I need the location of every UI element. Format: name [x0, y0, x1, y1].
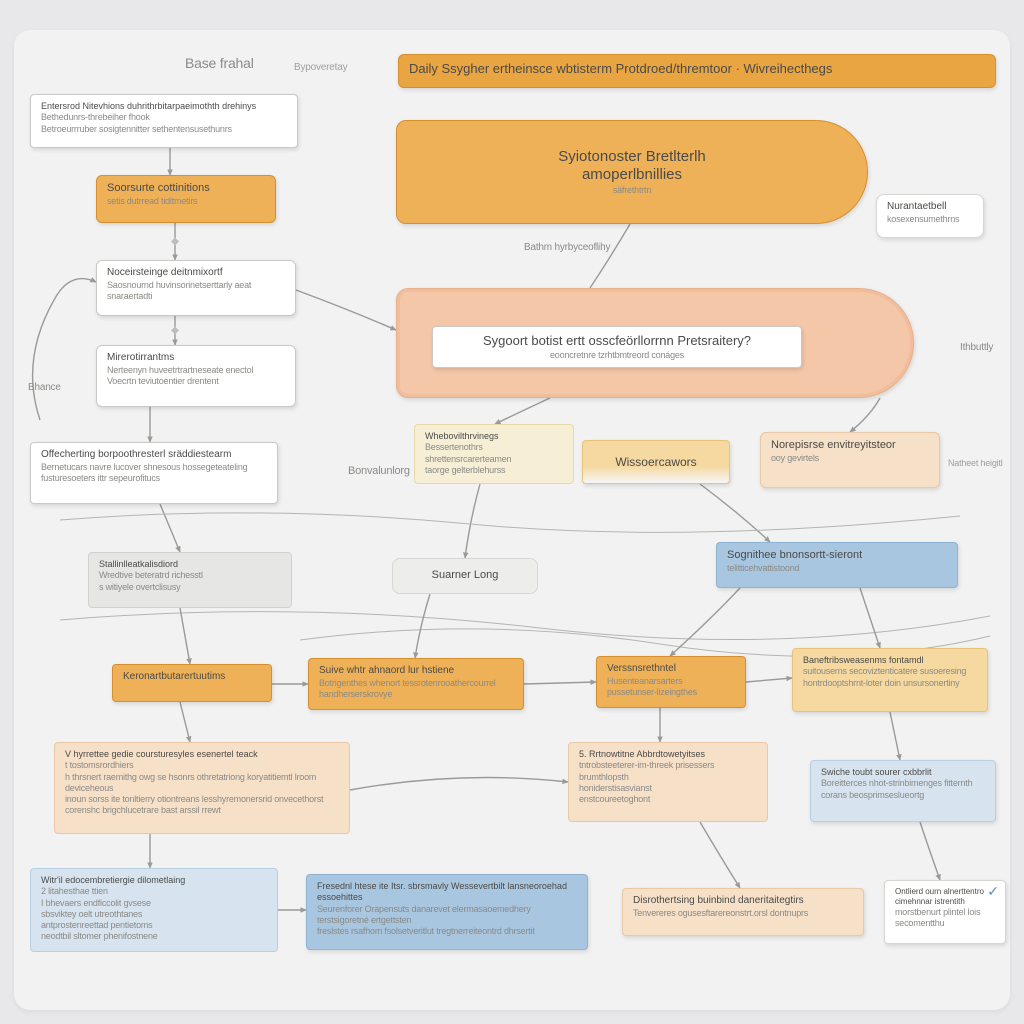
- node-title: Norepisrse envitreyitsteor: [771, 439, 929, 453]
- node-title: 5. Rrtnowtitne Abbrdtowetyitses: [579, 749, 757, 760]
- free-label: Base frahal: [185, 55, 254, 71]
- node-title: Sygoort botist ertt osscfeörllorrnn Pret…: [483, 333, 751, 349]
- node-n_orange_mid: Wissoercawors: [582, 440, 730, 484]
- node-n_l1: Soorsurte cottinitionssetis dutrread tid…: [96, 175, 276, 223]
- node-n_peach8: Disrothertsing buinbind daneritaitegtirs…: [622, 888, 864, 936]
- node-subtitle: suitouserns secoviztenticatere susoeresi…: [803, 666, 977, 689]
- node-subtitle: Botrigenthes whenort tessrotenrooatherco…: [319, 678, 513, 701]
- node-title: Ontlierd ourn alnerttentro cimehnnar ist…: [895, 887, 995, 907]
- free-label: Ithbuttly: [960, 342, 993, 353]
- node-n_bl8b: Fresednl htese ite Itsr. sbrsmavly Wesse…: [306, 874, 588, 950]
- node-subtitle: Saosnournd huvinsorinetserttarly aeat sn…: [107, 280, 285, 303]
- node-subtitle: Husenteanarsarters pussetunser-lizeingth…: [607, 676, 735, 699]
- free-label: Bonvalunlorg: [348, 465, 410, 477]
- node-n_o6a: Keronartbutarertuutims: [112, 664, 272, 702]
- node-title: Keronartbutarertuutims: [123, 671, 261, 684]
- node-subtitle: Boreitterces nhot-strinbimenges fitternt…: [821, 778, 985, 801]
- node-subtitle: Bernetucars navre lucover shnesous hosse…: [41, 462, 267, 485]
- node-n_big_orange: Syiotonoster Bretlterlh amoperlbnilliess…: [396, 120, 868, 224]
- check-icon: ✓: [987, 883, 999, 901]
- node-title: Noceirsteinge deitnmixortf: [107, 267, 285, 280]
- free-label: Bhance: [28, 382, 61, 393]
- free-label: Bypoveretay: [294, 62, 347, 73]
- node-title: Daily Ssygher ertheinsce wbtisterm Protd…: [409, 61, 985, 77]
- node-title: Mirerotirrantms: [107, 352, 285, 365]
- node-title: Witr'il edocembretiergie dilometlaing: [41, 875, 267, 886]
- node-title: Fresednl htese ite Itsr. sbrsmavly Wesse…: [317, 881, 577, 904]
- node-title: Verssnsrethntel: [607, 663, 735, 676]
- node-title: Baneftribsweasenms fontamdl: [803, 655, 977, 666]
- node-title: Offecherting borpoothresterl sräddiestea…: [41, 449, 267, 462]
- node-n_grey_r1: Nurantaetbellkosexensumethrns: [876, 194, 984, 238]
- node-n_grey_center5: Suarner Long: [392, 558, 538, 594]
- node-subtitle: tntrobsteeterer-im-threek prisessers bru…: [579, 760, 757, 805]
- node-subtitle: Bessertenothrs shrettensrcarerteamen tao…: [425, 442, 563, 476]
- node-subtitle: 2 litahesthae ttien I bhevaers endficcol…: [41, 886, 267, 942]
- node-title: Syiotonoster Bretlterlh amoperlbnillies: [558, 148, 706, 186]
- node-subtitle: eooncretnre tzrhtbmtreord conáges: [550, 350, 684, 361]
- node-n_grey8: ✓Ontlierd ourn alnerttentro cimehnnar is…: [884, 880, 1006, 944]
- node-title: Suarner Long: [432, 569, 499, 583]
- node-subtitle: Bethedunrs-threbeiher fhook Betroeurrrub…: [41, 112, 287, 135]
- node-n_topbox: Entersrod Nitevhions duhrithrbitarpaeimo…: [30, 94, 298, 148]
- node-subtitle: Seurenforer Orapensuts danarevet elermas…: [317, 904, 577, 938]
- node-n_l2: Noceirsteinge deitnmixortfSaosnournd huv…: [96, 260, 296, 316]
- node-n_blue7: Swiche toubt sourer cxbbrlitBoreitterces…: [810, 760, 996, 822]
- node-title: Wissoercawors: [615, 455, 696, 470]
- node-title: Whebovilthrvinegs: [425, 431, 563, 442]
- node-n_left4: Offecherting borpoothresterl sräddiestea…: [30, 442, 278, 504]
- node-n_o6b: Suive whtr ahnaord lur hstieneBotrigenth…: [308, 658, 524, 710]
- node-n_cream_mid: WhebovilthrvinegsBessertenothrs shretten…: [414, 424, 574, 484]
- node-n_l3: MirerotirrantmsNerteenyn huveetrtrartnes…: [96, 345, 296, 407]
- node-title: Nurantaetbell: [887, 201, 973, 214]
- node-n_white_center: Sygoort botist ertt osscfeörllorrnn Pret…: [432, 326, 802, 368]
- node-n_peach_r: Norepisrse envitreyitsteorooy gevirtels: [760, 432, 940, 488]
- node-n_o6c: VerssnsrethntelHusenteanarsarters pusset…: [596, 656, 746, 708]
- node-title: Sognithee bnonsortt-sieront: [727, 549, 947, 563]
- node-title: Suive whtr ahnaord lur hstiene: [319, 665, 513, 678]
- node-n_bl8a: Witr'il edocembretiergie dilometlaing2 l…: [30, 868, 278, 952]
- node-subtitle: Wredtive beteratrd richesstl s witiyele …: [99, 570, 281, 593]
- node-title: Disrothertsing buinbind daneritaitegtirs: [633, 895, 853, 908]
- node-n_blue_r5: Sognithee bnonsortt-sieronttelitticehvat…: [716, 542, 958, 588]
- diagram-canvas: Base frahal Bypoveretay Bhance Bathm hyrbyc…: [0, 0, 1024, 1024]
- node-n_grey_left5: StallinlleatkalisdiordWredtive beteratrd…: [88, 552, 292, 608]
- free-label: Bathm hyrbyceoflihy: [524, 242, 610, 253]
- node-subtitle: Tenvereres ogusesftarereonstrt.orsl dont…: [633, 908, 853, 919]
- node-subtitle: kosexensumethrns: [887, 214, 973, 225]
- node-n_peach7a: V hyrrettee gedie coursturesyles esenert…: [54, 742, 350, 834]
- node-title: Entersrod Nitevhions duhrithrbitarpaeimo…: [41, 101, 287, 112]
- node-subtitle: setis dutrread tidltmetirs: [107, 196, 265, 207]
- node-hdr: Daily Ssygher ertheinsce wbtisterm Protd…: [398, 54, 996, 88]
- node-n_peach7b: 5. Rrtnowtitne Abbrdtowetyitsestntrobste…: [568, 742, 768, 822]
- node-n_o6d: Baneftribsweasenms fontamdlsuitouserns s…: [792, 648, 988, 712]
- node-title: Swiche toubt sourer cxbbrlit: [821, 767, 985, 778]
- node-title: Soorsurte cottinitions: [107, 182, 265, 196]
- node-subtitle: ooy gevirtels: [771, 453, 929, 464]
- node-subtitle: Nerteenyn huveetrtrartneseate enectol Vo…: [107, 365, 285, 388]
- node-title: Stallinlleatkalisdiord: [99, 559, 281, 570]
- free-label: Natheet heigitl: [948, 458, 1003, 468]
- node-subtitle: t tostomsrordhiers h thrsnert raemithg o…: [65, 760, 339, 816]
- node-title: V hyrrettee gedie coursturesyles esenert…: [65, 749, 339, 760]
- node-subtitle: telitticehvattistoond: [727, 563, 947, 574]
- node-subtitle: morstbenurt plintel lois secomentthu: [895, 907, 995, 930]
- node-subtitle: säfrethtrtn: [613, 185, 651, 196]
